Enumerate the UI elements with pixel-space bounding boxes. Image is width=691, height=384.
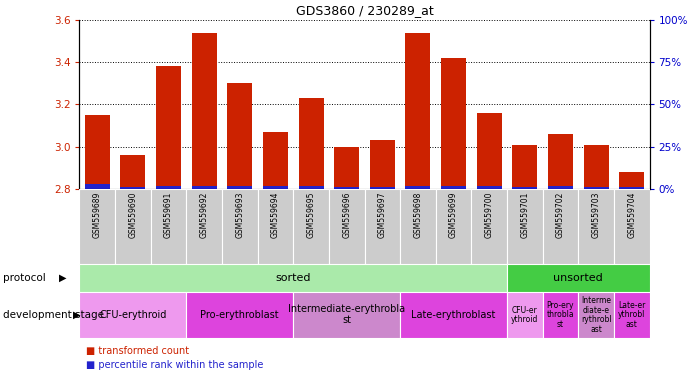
Bar xyxy=(191,33,217,189)
Bar xyxy=(584,145,609,189)
Bar xyxy=(477,186,502,189)
Bar xyxy=(614,292,650,338)
Bar xyxy=(191,186,217,189)
Text: GSM559697: GSM559697 xyxy=(378,191,387,238)
Bar xyxy=(578,292,614,338)
Text: GSM559691: GSM559691 xyxy=(164,191,173,238)
Bar xyxy=(299,98,323,189)
Bar xyxy=(400,292,507,338)
Text: unsorted: unsorted xyxy=(553,273,603,283)
Text: CFU-erythroid: CFU-erythroid xyxy=(100,310,167,320)
Bar xyxy=(115,189,151,264)
Bar xyxy=(370,141,395,189)
Bar xyxy=(263,132,288,189)
Text: ▶: ▶ xyxy=(73,310,80,320)
Bar xyxy=(227,186,252,189)
Text: Interme
diate-e
rythrobl
ast: Interme diate-e rythrobl ast xyxy=(580,296,612,334)
Bar xyxy=(512,145,538,189)
Bar xyxy=(85,115,110,189)
Bar xyxy=(222,189,258,264)
Title: GDS3860 / 230289_at: GDS3860 / 230289_at xyxy=(296,4,433,17)
Bar xyxy=(364,189,400,264)
Text: Pro-ery
throbla
st: Pro-ery throbla st xyxy=(547,301,574,329)
Bar xyxy=(477,113,502,189)
Bar xyxy=(441,58,466,189)
Text: protocol: protocol xyxy=(3,273,46,283)
Bar xyxy=(79,189,115,264)
Bar xyxy=(293,292,400,338)
Text: GSM559699: GSM559699 xyxy=(449,191,458,238)
Bar xyxy=(187,292,293,338)
Bar xyxy=(79,292,187,338)
Text: Late-er
ythrobl
ast: Late-er ythrobl ast xyxy=(618,301,645,329)
Bar xyxy=(406,33,430,189)
Bar xyxy=(156,186,181,189)
Text: GSM559693: GSM559693 xyxy=(236,191,245,238)
Bar xyxy=(441,186,466,189)
Bar xyxy=(507,292,542,338)
Text: GSM559698: GSM559698 xyxy=(413,191,422,238)
Text: GSM559702: GSM559702 xyxy=(556,191,565,238)
Text: ▶: ▶ xyxy=(59,273,66,283)
Bar xyxy=(584,187,609,189)
Text: GSM559704: GSM559704 xyxy=(627,191,636,238)
Bar xyxy=(548,186,573,189)
Bar xyxy=(542,189,578,264)
Text: GSM559700: GSM559700 xyxy=(484,191,493,238)
Bar xyxy=(619,187,644,189)
Text: development stage: development stage xyxy=(3,310,104,320)
Text: sorted: sorted xyxy=(276,273,311,283)
Bar xyxy=(187,189,222,264)
Bar xyxy=(512,187,538,189)
Text: GSM559692: GSM559692 xyxy=(200,191,209,238)
Bar xyxy=(120,187,145,189)
Bar xyxy=(548,134,573,189)
Bar xyxy=(263,186,288,189)
Bar xyxy=(329,189,365,264)
Bar xyxy=(507,189,542,264)
Text: ■ transformed count: ■ transformed count xyxy=(86,346,189,356)
Bar xyxy=(79,264,507,292)
Bar xyxy=(334,147,359,189)
Bar xyxy=(619,172,644,189)
Bar xyxy=(436,189,471,264)
Bar xyxy=(370,187,395,189)
Bar xyxy=(578,189,614,264)
Text: GSM559703: GSM559703 xyxy=(591,191,600,238)
Bar xyxy=(258,189,293,264)
Bar xyxy=(614,189,650,264)
Text: GSM559695: GSM559695 xyxy=(307,191,316,238)
Text: GSM559689: GSM559689 xyxy=(93,191,102,238)
Bar xyxy=(542,292,578,338)
Bar xyxy=(400,189,436,264)
Text: GSM559690: GSM559690 xyxy=(129,191,138,238)
Text: Intermediate-erythrobla
st: Intermediate-erythrobla st xyxy=(288,305,405,325)
Bar xyxy=(299,186,323,189)
Text: Late-erythroblast: Late-erythroblast xyxy=(411,310,495,320)
Bar xyxy=(85,184,110,189)
Bar xyxy=(507,264,650,292)
Text: ■ percentile rank within the sample: ■ percentile rank within the sample xyxy=(86,360,264,370)
Bar xyxy=(151,189,187,264)
Bar xyxy=(293,189,329,264)
Bar xyxy=(227,83,252,189)
Bar xyxy=(471,189,507,264)
Text: CFU-er
ythroid: CFU-er ythroid xyxy=(511,306,538,324)
Bar xyxy=(406,186,430,189)
Bar xyxy=(156,66,181,189)
Text: Pro-erythroblast: Pro-erythroblast xyxy=(200,310,279,320)
Text: GSM559701: GSM559701 xyxy=(520,191,529,238)
Text: GSM559694: GSM559694 xyxy=(271,191,280,238)
Text: GSM559696: GSM559696 xyxy=(342,191,351,238)
Bar xyxy=(120,155,145,189)
Bar xyxy=(334,187,359,189)
